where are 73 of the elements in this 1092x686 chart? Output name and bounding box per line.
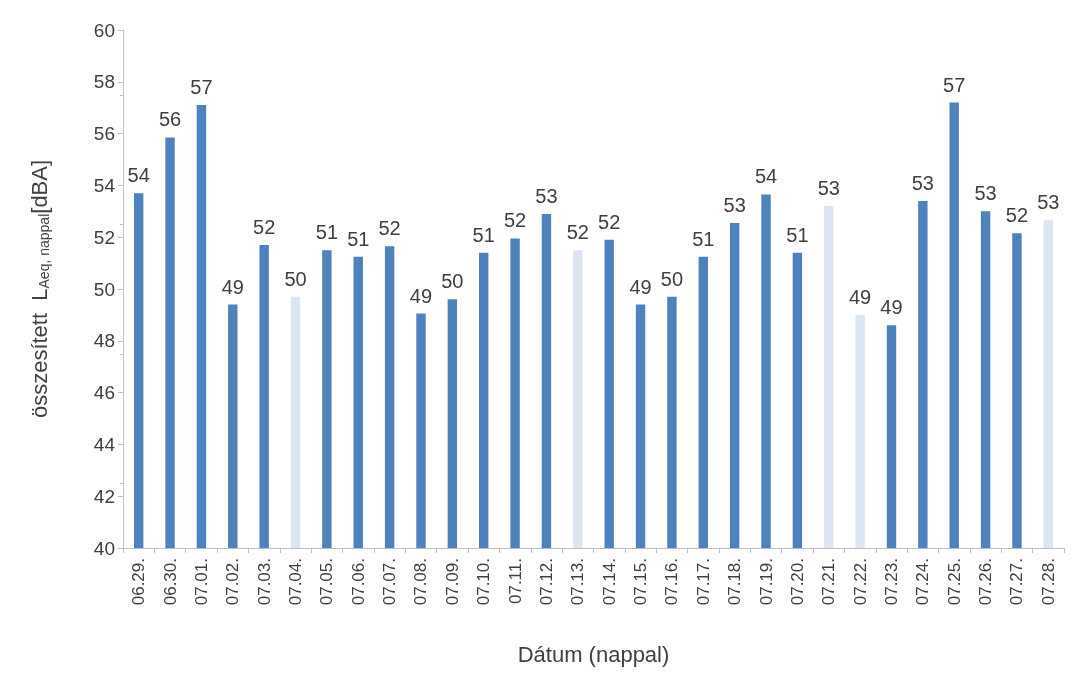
x-tick-label: 07.16. (662, 558, 682, 606)
x-tick-label: 07.15. (631, 558, 651, 606)
x-tick-label: 07.20. (787, 558, 807, 606)
x-tick-label: 07.18. (725, 558, 745, 606)
data-label: 52 (378, 217, 401, 240)
x-tick-label: 07.09. (442, 558, 462, 606)
x-tick-label: 07.05. (317, 558, 337, 606)
data-label: 52 (1005, 204, 1029, 227)
data-label: 51 (692, 227, 715, 250)
x-tick-label: 07.22. (850, 558, 870, 606)
data-label: 52 (598, 210, 621, 233)
x-tick-label: 07.17. (693, 558, 713, 606)
data-label: 52 (253, 215, 276, 238)
x-tick-label: 06.30. (160, 558, 180, 606)
x-tick-label: 07.14. (599, 558, 619, 606)
data-label: 51 (786, 223, 809, 246)
y-tick-label: 60 (93, 19, 115, 41)
y-axis-title: összesített LAeq, nappal[dBA] (26, 159, 52, 419)
x-tick-label: 07.26. (976, 558, 996, 606)
data-label: 50 (284, 267, 307, 290)
y-tick-label: 58 (93, 71, 115, 93)
x-tick-label: 07.28. (1038, 558, 1058, 606)
y-tick-label: 56 (93, 123, 115, 145)
data-label: 53 (535, 184, 558, 207)
x-tick-label: 06.29. (129, 558, 149, 606)
x-tick-label: 07.01. (191, 558, 211, 606)
data-label: 52 (566, 221, 589, 244)
data-label: 50 (660, 267, 684, 290)
y-tick-label: 48 (93, 330, 115, 352)
data-label: 51 (347, 227, 370, 250)
data-label: 53 (974, 182, 997, 205)
data-label: 53 (723, 193, 746, 216)
y-tick-label: 50 (93, 278, 115, 300)
x-tick-label: 07.08. (411, 558, 431, 606)
data-label: 54 (127, 164, 150, 187)
x-tick-label: 07.24. (913, 558, 933, 606)
x-tick-label: 07.13. (568, 558, 588, 606)
data-label: 51 (315, 221, 339, 244)
data-label: 54 (754, 165, 778, 188)
data-label: 49 (848, 285, 872, 308)
x-tick-label: 07.12. (536, 558, 556, 606)
y-tick-label: 42 (93, 485, 115, 507)
x-tick-label: 07.07. (380, 558, 400, 606)
data-label: 57 (190, 76, 213, 99)
y-tick-label: 44 (93, 433, 116, 455)
x-tick-label: 07.11. (505, 558, 525, 605)
x-tick-label: 07.03. (254, 558, 274, 606)
data-label: 53 (911, 171, 934, 194)
y-tick-label: 40 (93, 537, 115, 559)
x-tick-label: 07.10. (474, 558, 494, 606)
x-tick-label: 07.21. (819, 558, 839, 606)
x-tick-label: 07.27. (1007, 558, 1027, 606)
y-tick-label: 46 (93, 382, 115, 404)
data-label: 49 (880, 296, 903, 319)
data-label: 52 (503, 209, 527, 232)
y-tick-label: 54 (93, 174, 116, 196)
data-label: 57 (943, 73, 966, 96)
data-label: 53 (1037, 191, 1060, 214)
data-label: 49 (409, 284, 433, 307)
x-tick-label: 07.25. (944, 558, 964, 606)
y-tick-label: 52 (93, 226, 115, 248)
x-tick-label: 07.19. (756, 558, 776, 606)
x-tick-label: 07.06. (348, 558, 368, 606)
x-tick-label: 07.02. (223, 558, 243, 606)
x-axis-title: Dátum (nappal) (517, 641, 670, 667)
data-label: 53 (817, 177, 840, 200)
data-label: 49 (221, 275, 244, 298)
data-label: 49 (629, 275, 652, 298)
x-tick-label: 07.04. (286, 558, 306, 606)
x-tick-label: 07.23. (881, 558, 901, 606)
data-label: 50 (441, 270, 464, 293)
data-label: 51 (472, 223, 495, 246)
data-label: 56 (158, 108, 182, 131)
